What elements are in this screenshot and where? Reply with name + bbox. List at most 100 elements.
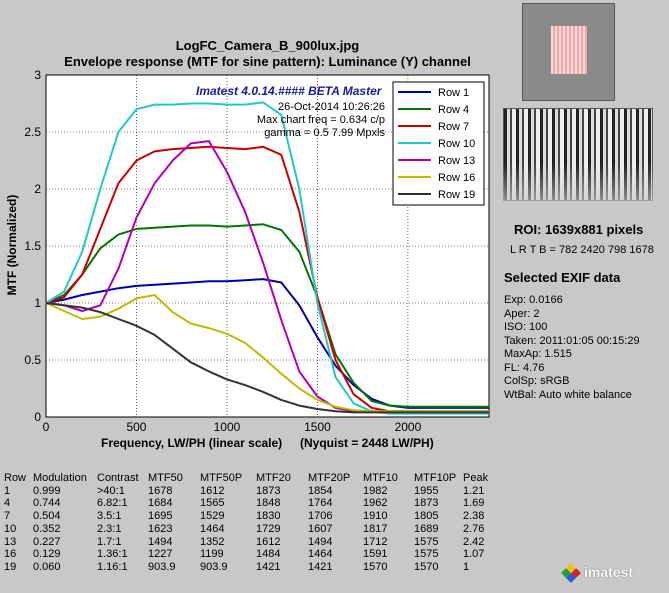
table-row: 13 0.227 1.7:1 1494 1352 1612 1494 1712 1575 2.42 [4,536,503,549]
cell-mtf10: 1817 [363,522,388,535]
axis-ticks: 0 500 1000 1500 2000 0 0.5 1 1.5 2 2.5 3 [24,68,421,434]
col-header: Peak [463,472,489,484]
roi-highlight [551,26,587,74]
series-lines [45,101,489,415]
cell-row-id: 1 [4,484,11,497]
cell-row-id: 4 [4,497,11,510]
cell-mtf50p: 903.9 [200,560,228,573]
exif-aperture: Aper: 2 [504,307,540,320]
cell-mtf50p: 1199 [200,548,224,561]
cell-mtf20: 1848 [256,497,281,510]
cell-mtf50: 1684 [148,497,173,510]
exif-taken: Taken: 2011:01:05 00:15:29 [504,334,640,347]
table-row: 19 0.060 1.16:1 903.9 903.9 1421 1421 1570 1570 1 [4,561,503,574]
y-tick-label: 3 [34,68,41,82]
y-tick-label: 0 [34,410,41,424]
cell-mtf50p: 1612 [200,484,225,497]
y-tick-label: 1 [34,296,41,310]
exif-focal-length: FL: 4.76 [504,361,545,374]
cell-mtf50: 1623 [148,522,173,535]
series-line-row-19 [45,302,489,414]
cell-contrast: 3.5:1 [97,510,122,523]
imatest-logo-text: imatest [584,564,634,580]
table-row: 7 0.504 3.5:1 1695 1529 1830 1706 1910 1805 2.38 [4,510,503,523]
col-header: MTF10P [414,472,457,484]
col-header: MTF20 [256,472,291,484]
gamma-info: gamma = 0.5 7.99 Mpxls [264,127,385,139]
cell-peak: 2.76 [463,522,485,535]
series-line-row-16 [45,294,489,413]
cell-mtf20p: 1706 [308,510,333,523]
cell-peak: 1.21 [463,484,485,497]
imatest-logo-icon [561,563,581,583]
cell-modulation: 0.227 [33,535,61,548]
cell-mtf10p: 1575 [414,548,439,561]
y-tick-label: 1.5 [24,239,41,253]
legend-label: Row 16 [438,172,475,184]
cell-contrast: >40:1 [97,484,125,497]
cell-mtf20: 1873 [256,484,281,497]
cell-mtf20p: 1494 [308,535,333,548]
y-axis-label: MTF (Normalized) [5,194,19,296]
col-header: Modulation [33,472,87,484]
cell-mtf50: 903.9 [148,560,176,573]
cell-row-id: 16 [4,548,17,561]
cell-mtf10: 1962 [363,497,388,510]
series-line-row-10 [45,101,489,415]
cell-mtf10p: 1570 [414,560,439,573]
cell-mtf20p: 1607 [308,522,333,535]
y-tick-label: 0.5 [24,353,41,367]
results-table: Row Modulation Contrast MTF50 MTF50P MTF… [4,472,503,574]
cell-peak: 1.07 [463,548,485,561]
col-header: MTF50 [148,472,183,484]
exif-exposure: Exp: 0.0166 [504,294,563,306]
cell-mtf10p: 1873 [414,497,439,510]
cell-mtf10p: 1575 [414,535,439,548]
imatest-logo: imatest [561,562,662,586]
legend: Row 1 Row 4 Row 7 Row 10 Row 13 Row 16 Row 19 [392,81,485,206]
exif-maxap: MaxAp: 1.515 [504,348,572,360]
cell-mtf20p: 1421 [308,560,333,573]
series-line-row-4 [45,223,489,408]
table-row: 4 0.744 6.82:1 1684 1565 1848 1764 1962 1873 1.69 [4,497,503,510]
exif-title: Selected EXIF data [504,270,621,285]
chart-subtitle: Envelope response (MTF for sine pattern)… [64,54,471,69]
col-header: MTF10 [363,472,398,484]
cell-row-id: 19 [4,560,17,573]
cell-peak: 1 [463,560,470,573]
x-tick-label: 0 [43,420,50,434]
y-tick-label: 2 [34,182,41,196]
roi-thumbnail [522,3,615,101]
cell-peak: 1.69 [463,497,485,510]
x-axis-label: Frequency, LW/PH (linear scale) [101,436,283,450]
cell-mtf20: 1830 [256,510,281,523]
cell-peak: 2.38 [463,510,485,523]
exif-white-balance: WtBal: Auto white balance [504,388,632,401]
cell-mtf10p: 1805 [414,510,439,523]
legend-label: Row 13 [438,155,475,167]
legend-box [392,81,485,206]
cell-mtf10: 1591 [363,548,388,561]
cell-contrast: 1.36:1 [97,548,128,561]
legend-label: Row 10 [438,138,475,150]
cell-modulation: 0.352 [33,522,61,535]
cell-modulation: 0.744 [33,497,61,510]
cell-contrast: 6.82:1 [97,497,128,510]
cell-mtf50p: 1464 [200,522,225,535]
exif-list: Exp: 0.0166 Aper: 2 ISO: 100 Taken: 2011… [504,294,640,402]
col-header: Row [4,472,27,484]
cell-modulation: 0.999 [33,484,61,497]
cell-mtf20: 1612 [256,535,281,548]
roi-bounds: L R T B = 782 2420 798 1678 [510,244,654,256]
cell-mtf20p: 1764 [308,497,333,510]
cell-mtf50p: 1352 [200,535,225,548]
exif-colorspace: ColSp: sRGB [504,375,570,387]
cell-peak: 2.42 [463,535,485,548]
exif-iso: ISO: 100 [504,321,548,333]
col-header: MTF50P [200,472,243,484]
cell-contrast: 1.16:1 [97,560,128,573]
table-row: 10 0.352 2.3:1 1623 1464 1729 1607 1817 1689 2.76 [4,523,503,536]
cell-mtf10: 1982 [363,484,388,497]
cell-mtf20p: 1854 [308,484,333,497]
